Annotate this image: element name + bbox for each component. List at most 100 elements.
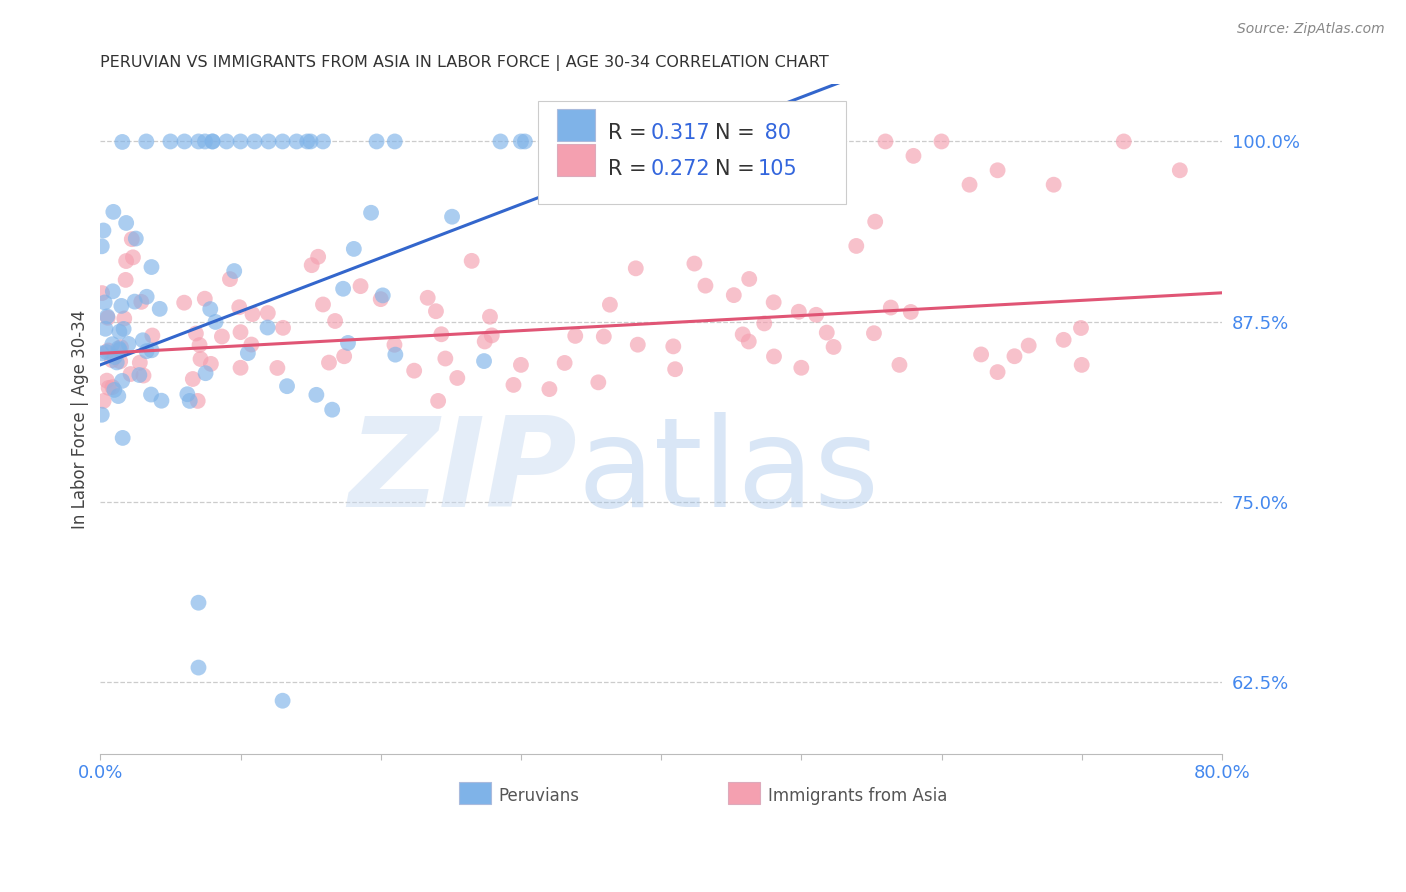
Point xyxy=(103,205,125,219)
Point xyxy=(242,307,264,321)
Point xyxy=(360,206,382,220)
Point xyxy=(1018,338,1040,352)
Point xyxy=(229,360,252,375)
Point xyxy=(236,346,259,360)
Point xyxy=(229,325,252,339)
Point xyxy=(173,295,195,310)
Text: PERUVIAN VS IMMIGRANTS FROM ASIA IN LABOR FORCE | AGE 30-34 CORRELATION CHART: PERUVIAN VS IMMIGRANTS FROM ASIA IN LABO… xyxy=(100,55,830,71)
Point xyxy=(194,292,217,306)
Point xyxy=(430,327,453,342)
Point xyxy=(434,351,457,366)
Point xyxy=(554,356,576,370)
Point xyxy=(91,286,114,301)
Point xyxy=(101,380,124,394)
Point xyxy=(790,360,813,375)
Point xyxy=(427,393,450,408)
Point xyxy=(425,304,447,318)
Text: N =: N = xyxy=(716,159,761,179)
Point xyxy=(863,214,886,228)
Point xyxy=(139,387,162,401)
Point xyxy=(111,374,134,388)
Point xyxy=(446,371,468,385)
Point xyxy=(101,337,124,351)
Point xyxy=(97,310,120,325)
FancyBboxPatch shape xyxy=(460,782,491,804)
Point xyxy=(188,338,211,352)
FancyBboxPatch shape xyxy=(537,101,846,204)
Point xyxy=(187,393,209,408)
Point xyxy=(107,389,129,403)
Point xyxy=(132,368,155,383)
Point xyxy=(111,135,134,149)
Point xyxy=(173,135,195,149)
Point xyxy=(122,251,145,265)
Text: Source: ZipAtlas.com: Source: ZipAtlas.com xyxy=(1237,22,1385,37)
Point xyxy=(333,349,356,363)
Point xyxy=(271,694,294,708)
Point xyxy=(510,358,533,372)
Point xyxy=(110,340,132,354)
Point xyxy=(384,338,406,352)
Point xyxy=(103,383,125,397)
Point xyxy=(124,294,146,309)
Point xyxy=(94,322,117,336)
Point xyxy=(204,315,226,329)
Point xyxy=(987,163,1010,178)
Point xyxy=(179,393,201,408)
Point xyxy=(240,337,263,351)
Point xyxy=(1070,358,1092,372)
Point xyxy=(564,329,586,343)
Point xyxy=(219,272,242,286)
Point xyxy=(1070,321,1092,335)
Point xyxy=(823,340,845,354)
Point xyxy=(1168,163,1191,178)
Point xyxy=(723,288,745,302)
Point xyxy=(404,364,426,378)
Point xyxy=(481,328,503,343)
Point xyxy=(323,314,346,328)
Point xyxy=(96,345,118,359)
Point xyxy=(931,135,953,149)
Point xyxy=(93,393,115,408)
Point xyxy=(266,360,288,375)
Point xyxy=(201,135,224,149)
Point xyxy=(579,135,602,149)
Point xyxy=(105,355,128,369)
Point xyxy=(159,135,181,149)
Point xyxy=(624,261,647,276)
Text: 80: 80 xyxy=(758,123,790,143)
Point xyxy=(135,344,157,359)
Point xyxy=(93,223,115,237)
Point xyxy=(271,321,294,335)
Text: R =: R = xyxy=(609,123,654,143)
Point xyxy=(90,346,112,360)
Point xyxy=(472,354,495,368)
Point xyxy=(97,343,120,358)
Point xyxy=(128,356,150,370)
Point xyxy=(256,306,278,320)
Point xyxy=(987,365,1010,379)
Point xyxy=(754,317,776,331)
Point xyxy=(194,366,217,380)
Point xyxy=(371,288,394,302)
Point xyxy=(150,393,173,408)
Y-axis label: In Labor Force | Age 30-34: In Labor Force | Age 30-34 xyxy=(72,310,89,529)
Point xyxy=(141,343,163,358)
Point xyxy=(114,273,136,287)
Point xyxy=(135,290,157,304)
Point xyxy=(141,328,163,343)
Point xyxy=(135,135,157,149)
Point xyxy=(307,250,329,264)
Point xyxy=(731,327,754,342)
Point xyxy=(489,135,512,149)
Point xyxy=(90,408,112,422)
Point xyxy=(190,351,212,366)
Point xyxy=(111,431,134,445)
Point xyxy=(176,387,198,401)
Point xyxy=(366,135,388,149)
Text: 0.272: 0.272 xyxy=(651,159,710,179)
Point xyxy=(1042,178,1064,192)
Text: atlas: atlas xyxy=(576,412,879,533)
Point xyxy=(228,300,250,314)
Point xyxy=(107,341,129,355)
